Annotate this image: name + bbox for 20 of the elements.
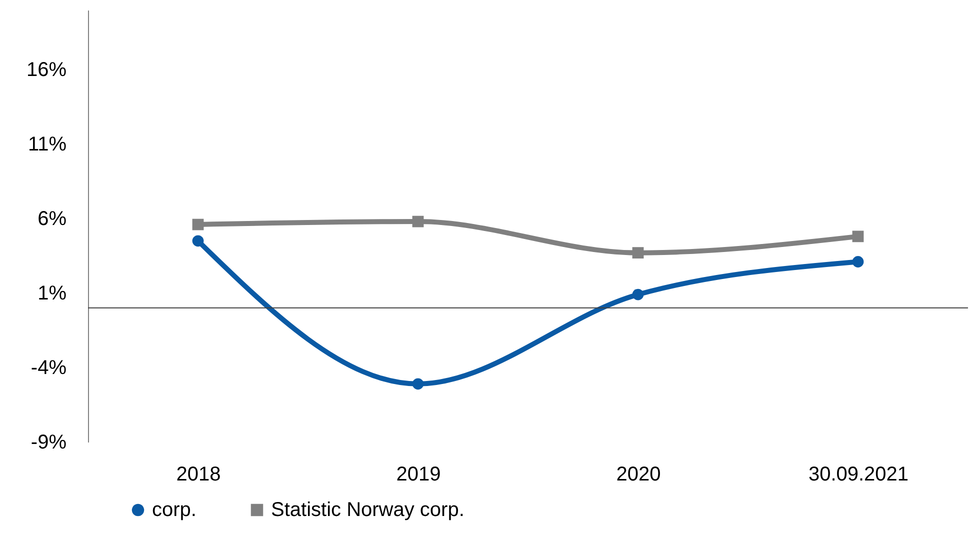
point xyxy=(852,230,864,242)
x-tick-label: 2018 xyxy=(176,464,221,486)
legend-label: Statistic Norway corp. xyxy=(271,499,464,521)
x-tick-label: 2020 xyxy=(616,464,661,486)
y-tick-label: 11% xyxy=(28,134,67,156)
point xyxy=(632,288,644,300)
point xyxy=(852,256,864,268)
legend-label: corp. xyxy=(152,499,196,521)
point xyxy=(192,218,204,230)
y-tick-label: -4% xyxy=(30,357,67,380)
point xyxy=(412,216,424,228)
y-tick-label: -9% xyxy=(30,432,67,454)
point xyxy=(192,235,204,247)
y-tick-label: 6% xyxy=(38,208,67,230)
point xyxy=(632,247,644,259)
x-tick-label: 2019 xyxy=(396,464,441,486)
x-tick-label: 30.09.2021 xyxy=(808,464,909,486)
y-tick-label: 1% xyxy=(38,282,67,305)
y-tick-label: 16% xyxy=(26,59,67,82)
point xyxy=(412,378,424,390)
